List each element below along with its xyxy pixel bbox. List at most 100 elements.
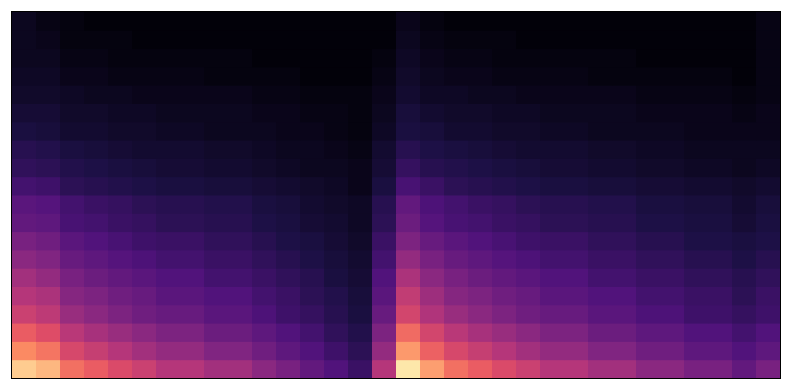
- heatmap-cell: [132, 341, 157, 361]
- heatmap-cell: [372, 12, 397, 31]
- heatmap-cell: [348, 158, 373, 178]
- heatmap-cell: [660, 66, 685, 86]
- heatmap-cell: [204, 12, 229, 31]
- heatmap-cell: [156, 140, 181, 159]
- heatmap-cell: [36, 213, 61, 233]
- heatmap-cell: [228, 140, 253, 159]
- heatmap-cell: [732, 158, 757, 178]
- heatmap-cell: [276, 359, 301, 379]
- heatmap-cell: [540, 359, 565, 379]
- heatmap-cell: [84, 304, 109, 324]
- heatmap-cell: [372, 195, 397, 214]
- heatmap-cell: [756, 140, 781, 159]
- heatmap-cell: [732, 12, 757, 31]
- heatmap-cell: [12, 249, 37, 269]
- heatmap-cell: [204, 158, 229, 178]
- heatmap-cell: [756, 121, 781, 141]
- heatmap-cell: [36, 195, 61, 214]
- heatmap-cell: [492, 359, 517, 379]
- heatmap-cell: [540, 12, 565, 31]
- heatmap-cell: [564, 341, 589, 361]
- heatmap-cell: [468, 12, 493, 31]
- heatmap-cell: [60, 158, 85, 178]
- heatmap-cell: [300, 158, 325, 178]
- heatmap-cell: [204, 85, 229, 104]
- heatmap-cell: [684, 176, 709, 196]
- heatmap-cell: [540, 140, 565, 159]
- heatmap-cell: [636, 30, 661, 50]
- heatmap-cell: [756, 85, 781, 104]
- heatmap-cell: [36, 103, 61, 123]
- heatmap-cell: [252, 85, 277, 104]
- heatmap-cell: [660, 286, 685, 306]
- heatmap-cell: [636, 268, 661, 287]
- heatmap-cell: [348, 359, 373, 379]
- heatmap-cell: [12, 140, 37, 159]
- heatmap-cell: [564, 249, 589, 269]
- heatmap-cell: [252, 195, 277, 214]
- heatmap-cell: [84, 341, 109, 361]
- heatmap-cell: [636, 48, 661, 68]
- heatmap-cell: [252, 48, 277, 68]
- heatmap-cell: [84, 286, 109, 306]
- heatmap-cell: [84, 48, 109, 68]
- heatmap-cell: [36, 231, 61, 251]
- heatmap-cell: [588, 12, 613, 31]
- heatmap-cell: [204, 249, 229, 269]
- heatmap-cell: [564, 48, 589, 68]
- heatmap-cell: [444, 66, 469, 86]
- heatmap-cell: [132, 140, 157, 159]
- heatmap-cell: [132, 286, 157, 306]
- heatmap-cell: [732, 249, 757, 269]
- heatmap-cell: [132, 195, 157, 214]
- heatmap-cell: [108, 48, 133, 68]
- heatmap-cell: [324, 48, 349, 68]
- heatmap-cell: [660, 48, 685, 68]
- heatmap-cell: [180, 231, 205, 251]
- heatmap-cell: [708, 12, 733, 31]
- heatmap-cell: [60, 85, 85, 104]
- heatmap-cell: [204, 304, 229, 324]
- heatmap-cell: [588, 323, 613, 342]
- heatmap-cell: [36, 268, 61, 287]
- heatmap-cell: [660, 158, 685, 178]
- heatmap-cell: [420, 304, 445, 324]
- heatmap-cell: [108, 213, 133, 233]
- heatmap-cell: [756, 286, 781, 306]
- heatmap-cell: [708, 103, 733, 123]
- heatmap-cell: [732, 195, 757, 214]
- heatmap-cell: [372, 249, 397, 269]
- heatmap-cell: [732, 231, 757, 251]
- heatmap-cell: [564, 140, 589, 159]
- heatmap-cell: [516, 249, 541, 269]
- heatmap-cell: [276, 249, 301, 269]
- heatmap-cell: [60, 12, 85, 31]
- heatmap-cell: [12, 304, 37, 324]
- heatmap-cell: [444, 85, 469, 104]
- heatmap-cell: [228, 249, 253, 269]
- heatmap-cell: [156, 66, 181, 86]
- heatmap-cell: [636, 85, 661, 104]
- heatmap-cell: [300, 140, 325, 159]
- heatmap-cell: [12, 176, 37, 196]
- heatmap-cell: [612, 323, 637, 342]
- heatmap-cell: [180, 359, 205, 379]
- heatmap-cell: [516, 85, 541, 104]
- heatmap-cell: [708, 48, 733, 68]
- heatmap-cell: [588, 359, 613, 379]
- heatmap-cell: [108, 304, 133, 324]
- heatmap-cell: [300, 121, 325, 141]
- heatmap-cell: [84, 12, 109, 31]
- heatmap-cell: [492, 66, 517, 86]
- heatmap-cell: [708, 121, 733, 141]
- heatmap-cell: [252, 341, 277, 361]
- heatmap-cell: [684, 85, 709, 104]
- heatmap-cell: [756, 341, 781, 361]
- heatmap-cell: [396, 323, 421, 342]
- heatmap-cell: [420, 286, 445, 306]
- heatmap-cell: [276, 30, 301, 50]
- heatmap-cell: [708, 66, 733, 86]
- heatmap-cell: [156, 158, 181, 178]
- heatmap-cell: [276, 66, 301, 86]
- heatmap-cell: [348, 286, 373, 306]
